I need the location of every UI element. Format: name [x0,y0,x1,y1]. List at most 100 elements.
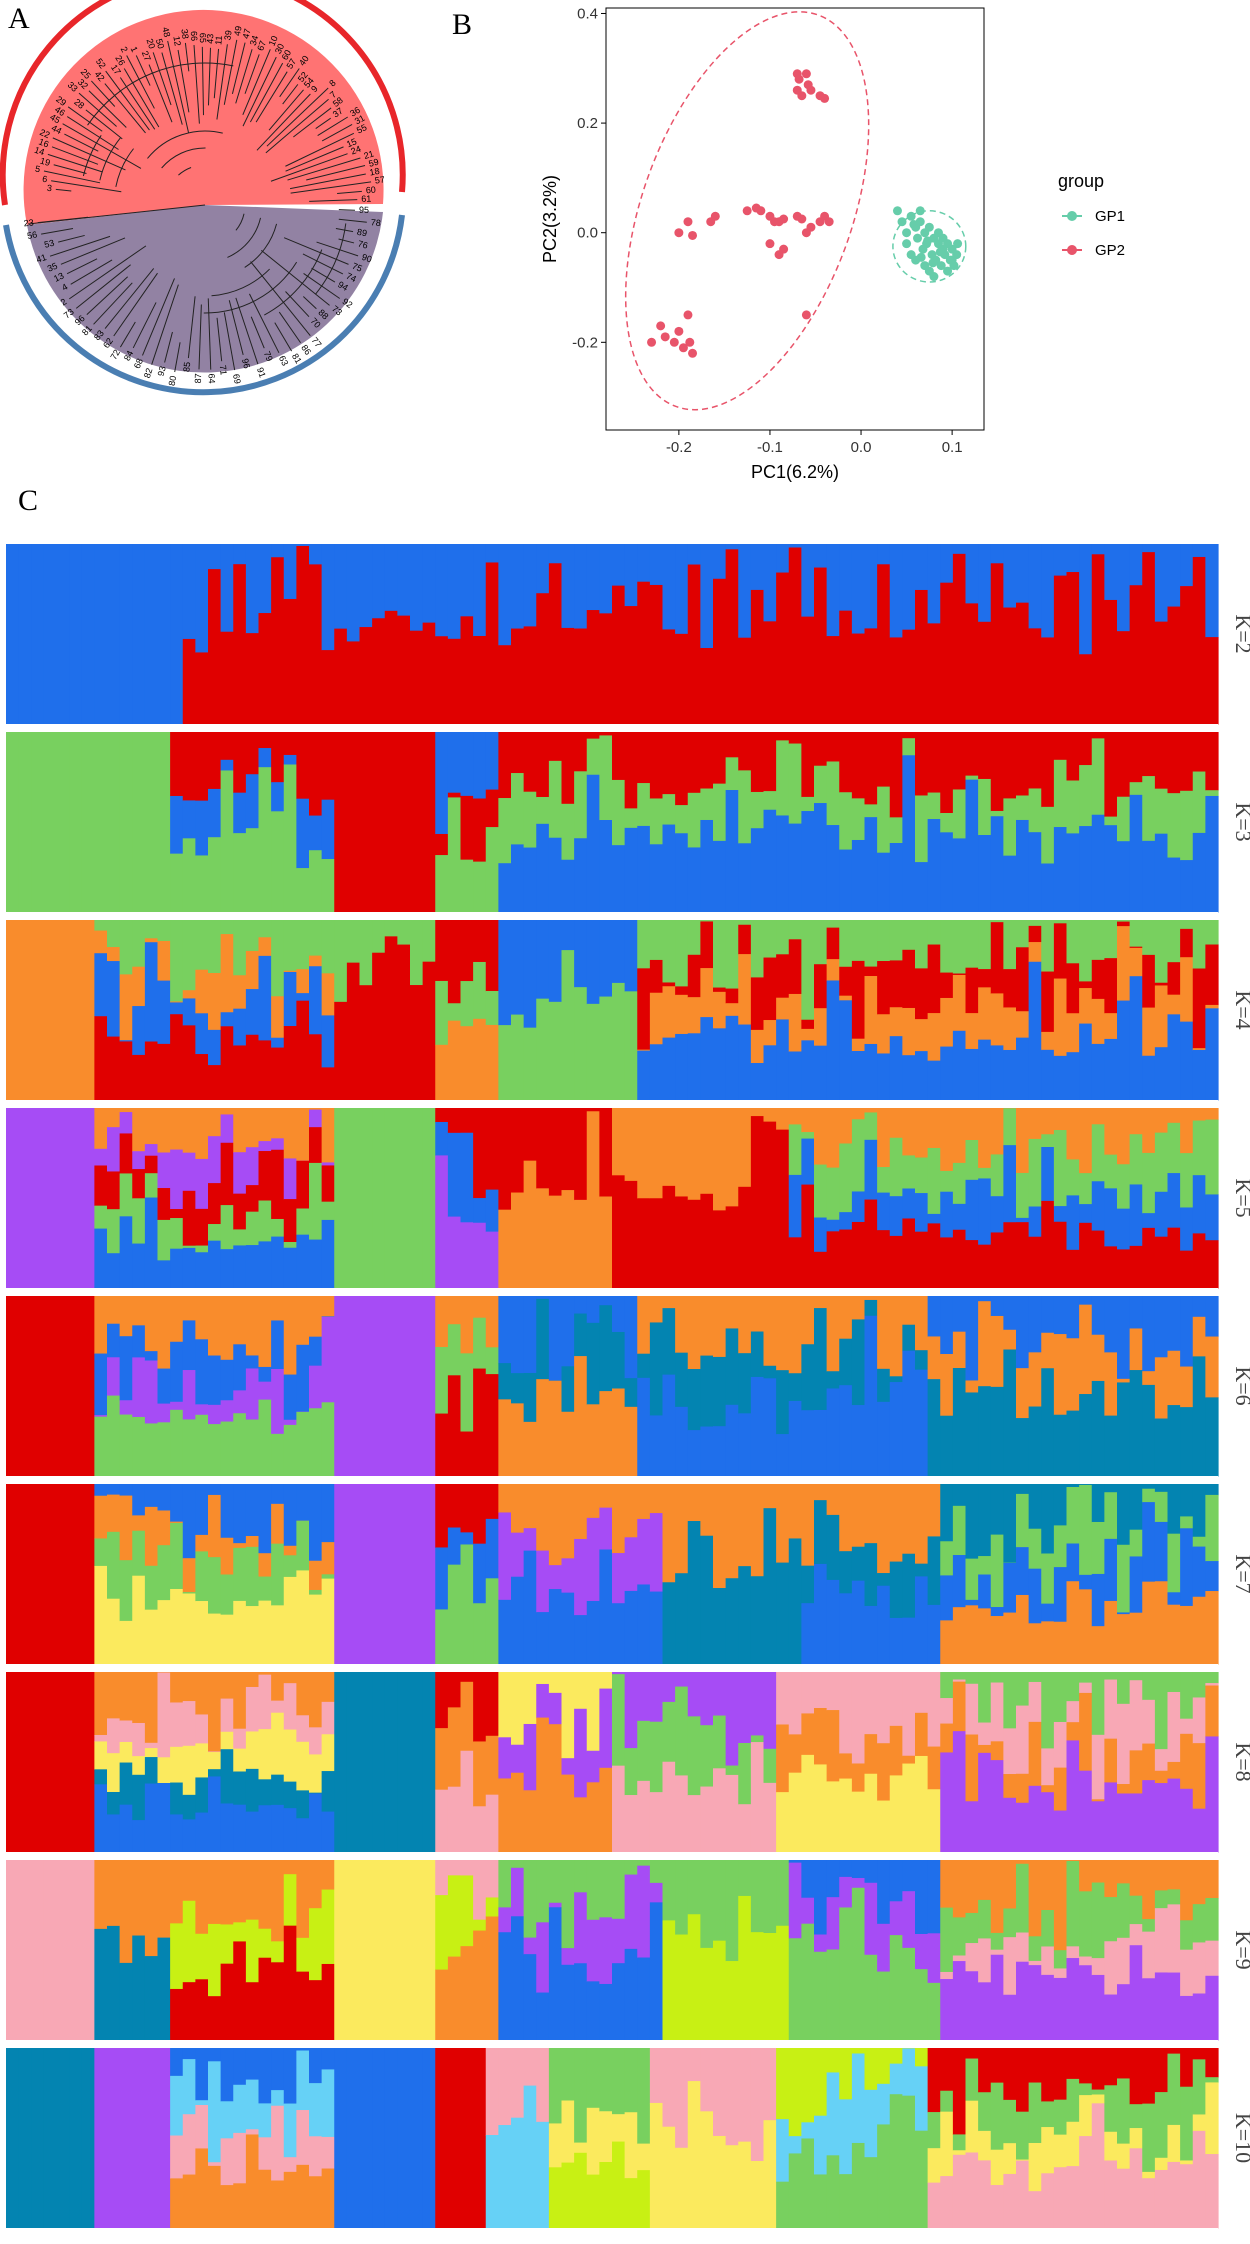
tree-tip-label: 84 [122,349,135,362]
admixture-bar [687,1033,701,1101]
admixture-bar [321,1484,335,1543]
admixture-bar [245,828,260,913]
admixture-bar [624,1860,638,1876]
admixture-bar [271,920,285,997]
admixture-bar [1192,1048,1206,1051]
admixture-bar [195,920,209,971]
admixture-bar [940,920,954,974]
admixture-bar [725,1578,739,1665]
tree-branch [142,278,175,356]
admixture-bar [220,1012,234,1027]
admixture-bar [283,1484,297,1547]
admixture-bar [1079,1589,1093,1665]
admixture-bar [321,1067,335,1101]
admixture-bar [245,633,260,725]
admixture-bar [283,1424,297,1477]
admixture-bar [220,2048,234,2102]
admixture-bar [801,1138,815,1186]
admixture-bar [485,1347,499,1375]
admixture-bar [119,1860,133,1964]
data-point-gp2 [685,337,695,347]
admixture-bar [915,1193,929,1233]
admixture-bar [498,1932,512,2041]
tree-branch [126,55,155,109]
admixture-bar [245,1368,260,1421]
admixture-bar [889,1672,903,1727]
admixture-bar [662,1308,676,1376]
admixture-bar [422,1296,436,1476]
admixture-bar [1104,1679,1118,1740]
admixture-bar [1142,1227,1156,1289]
admixture-bar [18,544,32,724]
admixture-bar [801,1410,815,1477]
admixture-bar [839,544,853,612]
admixture-bar [473,2048,487,2228]
admixture-bar [940,1415,954,1477]
admixture-bar [1154,1890,1169,1909]
admixture-bar [952,973,967,976]
admixture-bar [662,1108,676,1187]
admixture-bar [309,1365,323,1409]
admixture-bar [473,1603,487,1665]
admixture-bar [851,1108,866,1120]
admixture-bar [548,544,563,564]
admixture-bar [902,1155,916,1189]
admixture-bar [1066,1013,1080,1053]
admixture-bar [1091,959,1105,1000]
admixture-bar [309,1296,323,1338]
tree-tip-label: 9 [309,84,320,95]
admixture-bar [1028,1108,1042,1140]
admixture-bar [877,920,891,962]
k-label: K=8 [1231,1742,1250,1781]
admixture-bar [271,1774,285,1806]
pca-y-ticks: -0.20.00.20.4 [572,5,606,351]
admixture-bar [1192,1743,1206,1810]
admixture-bar [586,1672,600,1752]
admixture-bar [1205,944,1219,1006]
admixture-bar [814,1296,828,1309]
admixture-bar [637,581,651,725]
admixture-bar [851,2142,866,2229]
tree-branch [119,321,136,348]
admixture-bar [700,2048,714,2112]
admixture-bar [1117,1703,1131,1785]
admixture-bar [599,544,613,614]
tree-tip-label: 83 [92,328,106,342]
admixture-bar [788,823,802,913]
admixture-bar [1079,1173,1093,1205]
admixture-bar [321,1316,335,1403]
data-point-gp1 [906,211,916,221]
admixture-bar [649,1513,664,1593]
admixture-bar [725,1108,739,1207]
admixture-bar [574,2152,588,2229]
admixture-bar [675,1296,689,1354]
admixture-bar [1180,1108,1194,1154]
admixture-bar [637,1050,651,1101]
admixture-bar [1091,732,1105,739]
admixture-bar [1167,544,1181,608]
admixture-bar [915,795,929,863]
tree-arc [178,167,192,176]
admixture-bar [978,920,992,970]
tree-tip-label: 52 [296,70,310,84]
admixture-bar [1028,942,1042,963]
admixture-bar [1003,1672,1017,1729]
admixture-bar [952,1672,967,1681]
admixture-bar [170,1341,184,1403]
admixture-bar [1104,544,1118,601]
admixture-bar [144,1197,159,1289]
admixture-bar [1129,2048,1143,2105]
admixture-bar [18,920,32,1100]
admixture-bar [574,1108,588,1201]
admixture-bar [649,1792,664,1853]
admixture-bar [1167,1350,1181,1406]
tree-branch [43,170,101,184]
admixture-bar [536,732,550,798]
admixture-bar [978,1608,992,1665]
tree-branch [93,282,133,325]
admixture-bar [624,1672,638,1749]
tree-tip-label: 40 [297,54,311,68]
admixture-bar [460,859,474,913]
admixture-bar [334,1001,348,1101]
admixture-bar [1066,1410,1080,1477]
